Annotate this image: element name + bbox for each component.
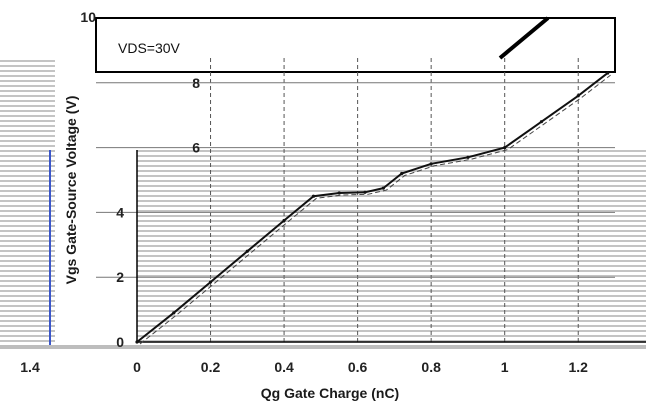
- gate-charge-curve: [136, 72, 609, 343]
- data-point: [208, 280, 213, 284]
- y-tick-label: 8: [192, 75, 200, 91]
- hatch-plot-panel: [137, 148, 646, 348]
- x-tick-label: 0.2: [201, 359, 221, 375]
- data-point: [400, 171, 404, 176]
- x-tick-label: 1: [501, 359, 509, 375]
- data-point: [282, 218, 286, 223]
- y-axis-label: Vgs Gate-Source Voltage (V): [63, 96, 79, 285]
- y-tick-label: 0: [116, 334, 124, 350]
- x-tick-label: 0.4: [274, 359, 294, 375]
- data-point: [606, 71, 610, 75]
- x-tick-label: 1.2: [568, 359, 588, 375]
- frame-diagonal-segment: [498, 16, 550, 60]
- data-point: [539, 120, 544, 124]
- data-point: [245, 249, 249, 253]
- data-point: [429, 162, 433, 166]
- y-tick-label: 10: [80, 9, 96, 25]
- data-point: [381, 186, 385, 190]
- vds-annotation: VDS=30V: [118, 40, 181, 56]
- data-point: [135, 340, 139, 344]
- data-point: [363, 190, 367, 194]
- data-point: [466, 155, 470, 159]
- gate-charge-curve-shadow: [139, 74, 611, 345]
- x-tick-label: 0.8: [421, 359, 441, 375]
- data-point: [337, 191, 341, 195]
- y-tick-label: 2: [116, 269, 124, 285]
- x-tick-label: 0: [133, 359, 141, 375]
- x-tick-label: 0.6: [348, 359, 368, 375]
- x-axis-label: Qg Gate Charge (nC): [261, 385, 399, 401]
- data-point: [172, 311, 176, 315]
- data-point: [576, 94, 580, 98]
- x-tick-label-extra: 1.4: [20, 359, 40, 375]
- plot-frame: [95, 17, 616, 73]
- data-point: [311, 194, 316, 198]
- hatch-bottom-strip: [0, 345, 646, 349]
- hatch-left-panel: [0, 58, 55, 346]
- y-tick-label: 4: [116, 204, 124, 220]
- data-point: [503, 146, 507, 150]
- y-tick-label: 6: [192, 140, 200, 156]
